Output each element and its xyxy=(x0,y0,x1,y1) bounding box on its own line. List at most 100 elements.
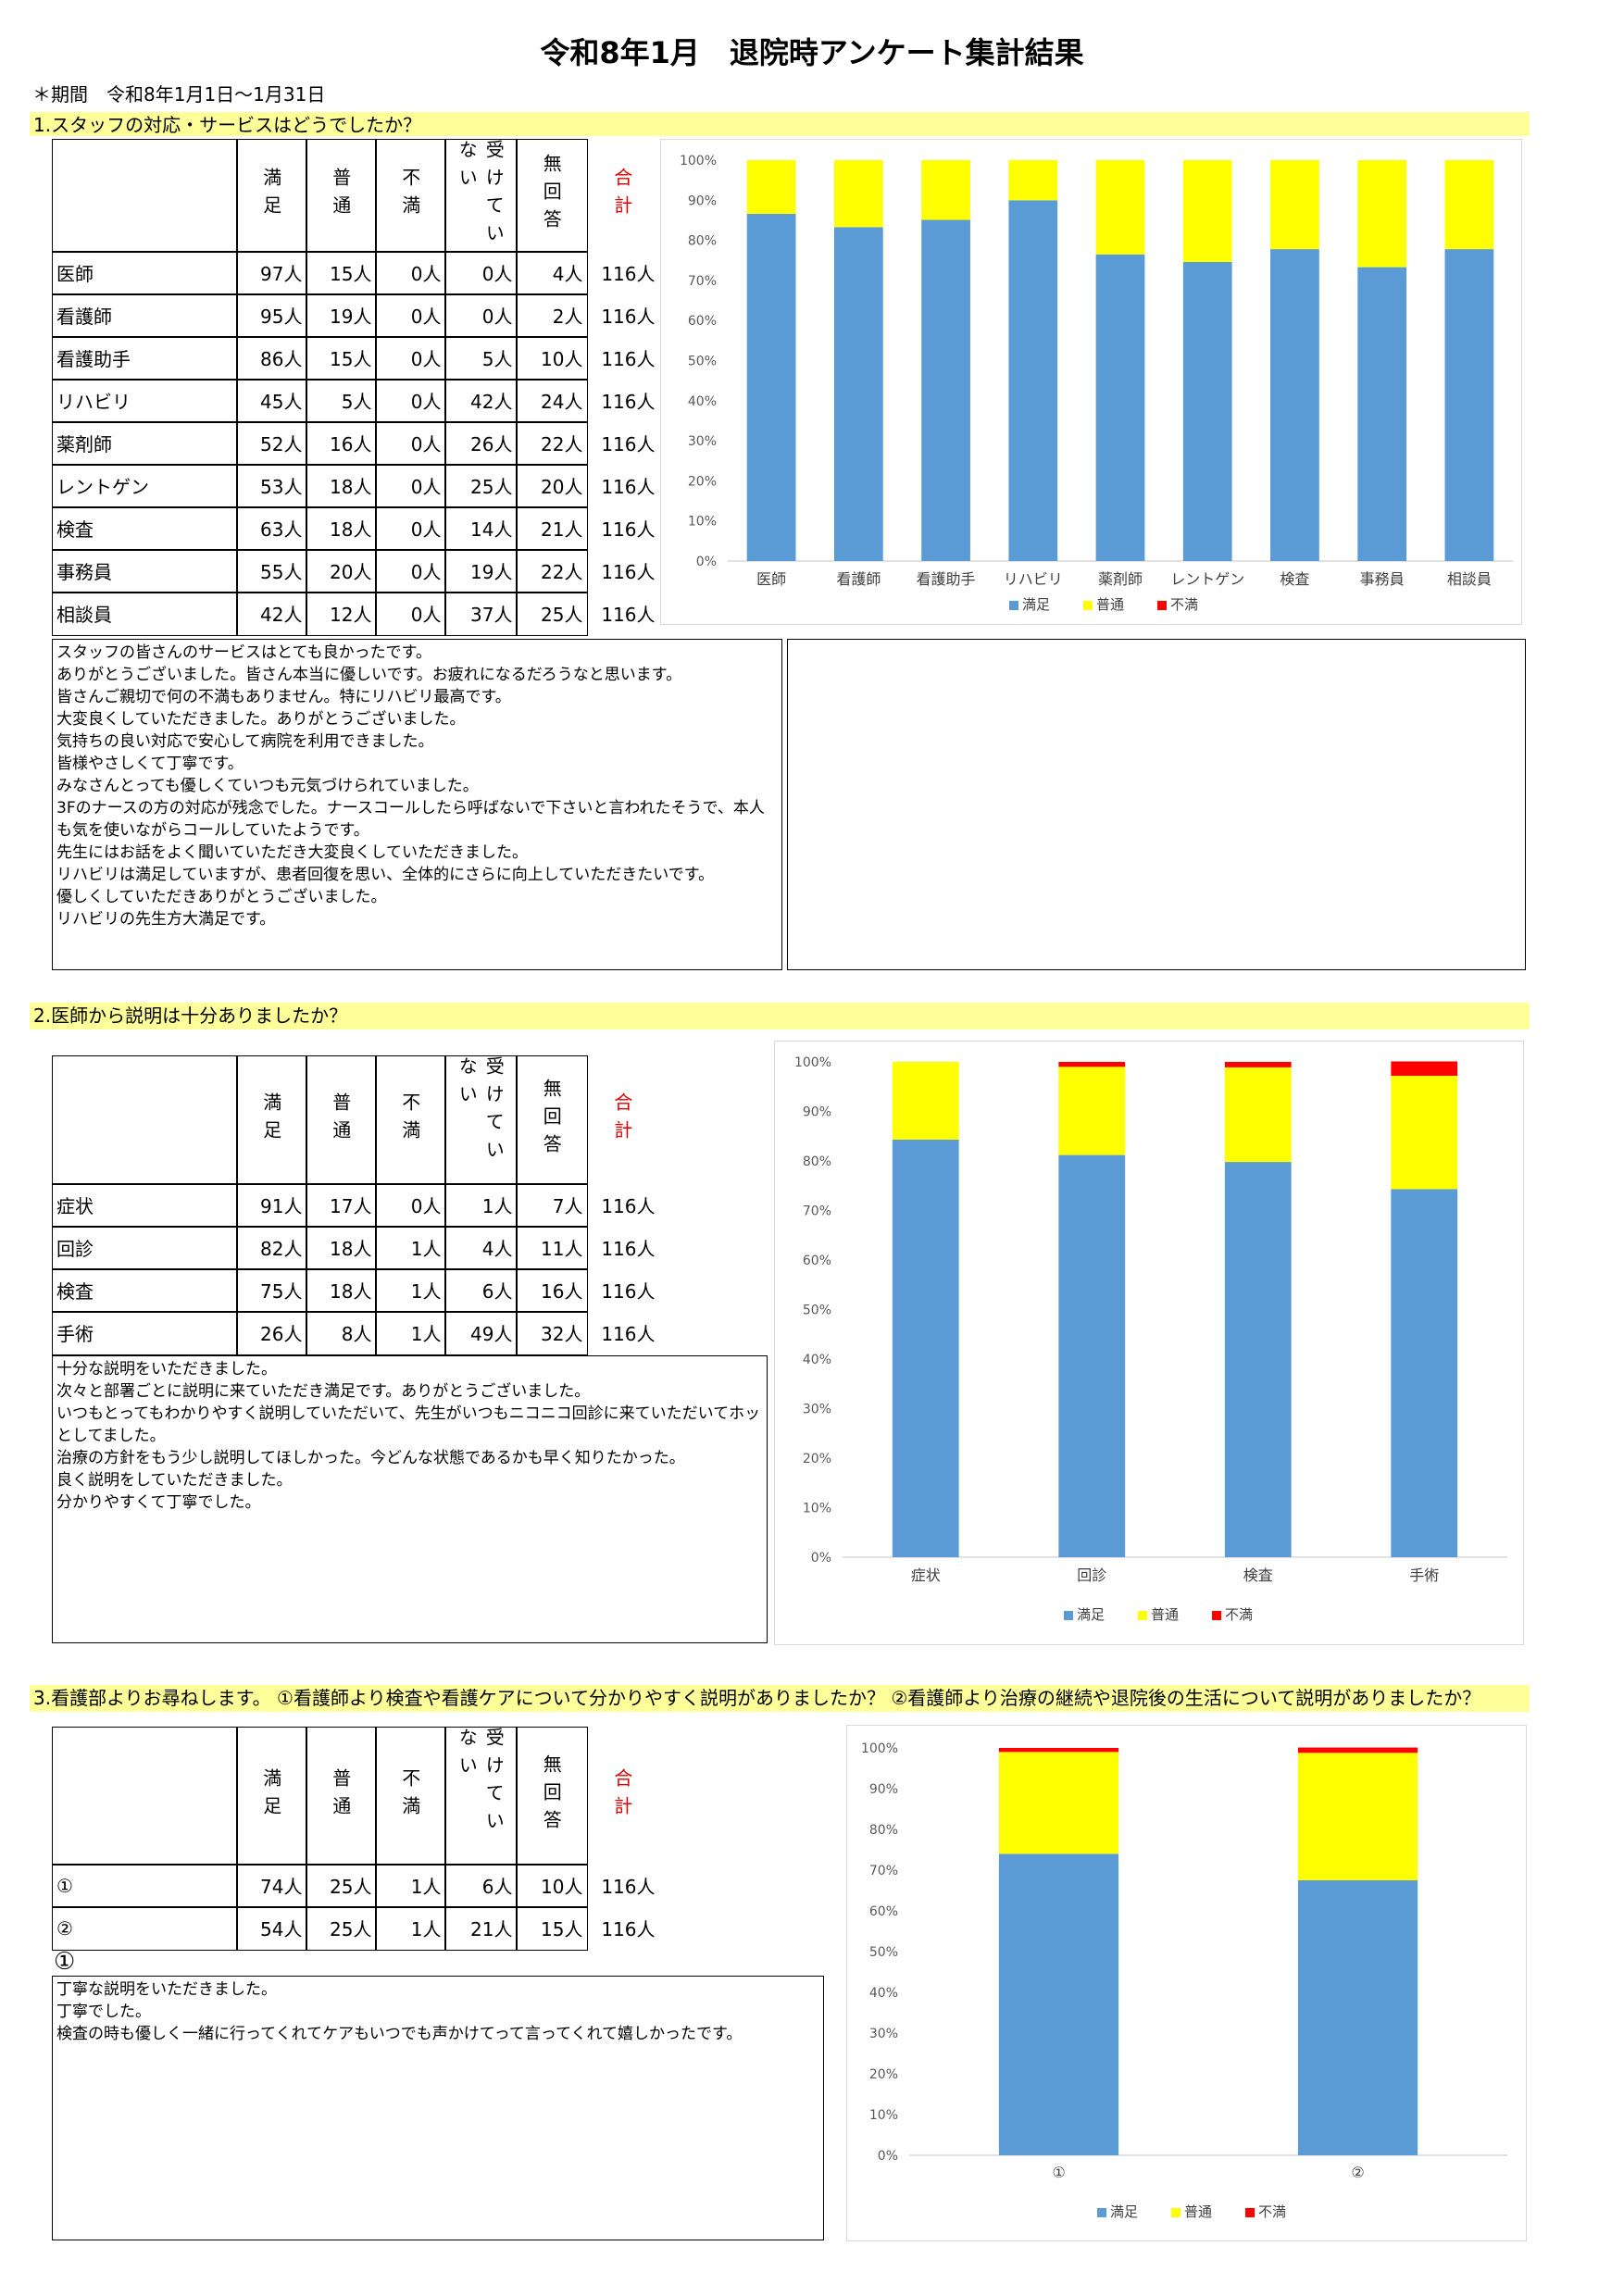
bar-segment xyxy=(833,227,883,561)
comment: 検査の時も優しく一緒に行ってくれてケアもいつでも声かけてって言ってくれて嬉しかっ… xyxy=(56,2025,743,2043)
table-cell: 16人 xyxy=(306,421,377,466)
legend-label: 満足 xyxy=(1077,1606,1105,1623)
x-tick-label: ② xyxy=(1351,2164,1364,2181)
table-cell: 116人 xyxy=(601,391,656,414)
comment: 治療の方針をもう少し説明してほしかった。今どんな状態であるかも早く知りたかった。 xyxy=(56,1449,685,1467)
table-corner xyxy=(52,1055,238,1185)
table-cell: 26人 xyxy=(236,1311,307,1355)
table-cell: 0人 xyxy=(375,293,446,338)
comment: スタッフの皆さんのサービスはとても良かったです。 xyxy=(56,643,431,662)
bar-segment xyxy=(921,160,970,220)
comment: リハビリの先生方大満足です。 xyxy=(56,910,276,929)
legend-label: 不満 xyxy=(1258,2203,1286,2220)
bar-segment xyxy=(1224,1162,1292,1557)
row-label: 相談員 xyxy=(52,592,238,636)
table-cell: 15人 xyxy=(306,336,377,381)
bar-segment xyxy=(1058,1067,1126,1155)
row-label: 事務員 xyxy=(52,549,238,593)
header-text: 受けていない xyxy=(456,140,506,251)
table-cell: 1人 xyxy=(444,1183,518,1228)
bar-segment xyxy=(1270,160,1319,250)
y-tick-label: 0% xyxy=(696,555,717,569)
bar-segment xyxy=(1444,160,1494,250)
header-text: 普通 xyxy=(329,168,352,224)
comment: 気持ちの良い対応で安心して病院を利用できました。 xyxy=(56,732,434,751)
x-tick-label: ① xyxy=(1052,2164,1065,2181)
table-corner xyxy=(52,1727,238,1866)
legend-swatch xyxy=(1138,1611,1147,1620)
comment-box: スタッフの皆さんのサービスはとても良かったです。 ありがとうございました。皆さん本… xyxy=(52,639,782,970)
header-text: 無回答 xyxy=(540,1078,563,1162)
table-cell: 2人 xyxy=(516,293,588,338)
table-cell: 116人 xyxy=(601,518,656,542)
table-cell: 25人 xyxy=(306,1864,377,1908)
x-tick-label: レントゲン xyxy=(1170,570,1244,588)
table-header: 無回答 xyxy=(516,1727,588,1866)
table-cell: 5人 xyxy=(444,336,518,381)
table-cell: 42人 xyxy=(236,592,307,636)
y-tick-label: 70% xyxy=(688,274,717,289)
table-cell: 10人 xyxy=(516,336,588,381)
table-cell: 11人 xyxy=(516,1226,588,1270)
table-cell: 1人 xyxy=(375,1268,446,1313)
x-tick-label: 医師 xyxy=(756,570,786,588)
table-cell: 116人 xyxy=(601,1876,656,1899)
comment: 分かりやすくて丁寧でした。 xyxy=(56,1493,261,1512)
comment: 丁寧な説明をいただきました。 xyxy=(56,1980,277,1999)
comment: 皆さんご親切で何の不満もありません。特にリハビリ最高です。 xyxy=(56,688,511,706)
y-tick-label: 100% xyxy=(794,1055,831,1070)
bar-segment xyxy=(833,160,883,228)
x-tick-label: 手術 xyxy=(1409,1566,1439,1584)
y-tick-label: 70% xyxy=(803,1204,831,1219)
header-text: 満足 xyxy=(259,1767,282,1824)
header-text: 合計 xyxy=(610,1767,633,1824)
table-cell: 0人 xyxy=(375,251,446,295)
table-cell: 49人 xyxy=(444,1311,518,1355)
bar-segment xyxy=(1008,200,1058,562)
y-tick-label: 90% xyxy=(803,1105,831,1120)
y-tick-label: 100% xyxy=(861,1741,898,1756)
table-cell: 32人 xyxy=(516,1311,588,1355)
header-text: 不満 xyxy=(398,168,421,224)
legend-label: 普通 xyxy=(1096,596,1124,613)
comment: いつもとってもわかりやすく説明していただいて、先生がいつもニコニコ回診に来ていた… xyxy=(56,1404,761,1445)
header-text: 受けていない xyxy=(456,1056,506,1167)
chart-box: 0% 10% 20% 30% 40% 50% 60% 70% 80% 90% 100% 医師 看護師 看護… xyxy=(660,139,1522,625)
table-cell: 10人 xyxy=(516,1864,588,1908)
header-text: 満足 xyxy=(259,168,282,224)
table-cell: 22人 xyxy=(516,421,588,466)
legend-swatch xyxy=(1157,601,1167,610)
table-header: 普通 xyxy=(306,139,377,253)
table-cell: 75人 xyxy=(236,1268,307,1313)
header-text: 普通 xyxy=(329,1767,352,1824)
table-cell: 17人 xyxy=(306,1183,377,1228)
chart: 0% 10% 20% 30% 40% 50% 60% 70% 80% 90% 100% 医師 看護師 看護… xyxy=(680,154,1513,613)
table-cell: 0人 xyxy=(375,379,446,423)
row-label: 検査 xyxy=(52,506,238,551)
table-cell: 1人 xyxy=(375,1906,446,1951)
bar-segment xyxy=(1224,1067,1292,1163)
table-cell: 1人 xyxy=(375,1311,446,1355)
legend-swatch xyxy=(1245,2208,1255,2217)
row-label: ② xyxy=(52,1906,238,1951)
table-cell: 15人 xyxy=(306,251,377,295)
table-cell: 18人 xyxy=(306,464,377,508)
table-cell: 55人 xyxy=(236,549,307,593)
comment: 丁寧でした。 xyxy=(56,2003,151,2021)
y-tick-label: 50% xyxy=(803,1304,831,1318)
table-cell: 26人 xyxy=(444,421,518,466)
chart-box: 0% 10% 20% 30% 40% 50% 60% 70% 80% 90% 100% 症状 回診 検査 手… xyxy=(774,1041,1524,1645)
table-header: 普通 xyxy=(306,1727,377,1866)
y-tick-label: 10% xyxy=(803,1502,831,1516)
table-cell: 18人 xyxy=(306,1268,377,1313)
x-tick-label: 看護助手 xyxy=(917,570,976,588)
bar-segment xyxy=(1058,1154,1126,1557)
table-header: 不満 xyxy=(375,1055,446,1185)
table-cell: 0人 xyxy=(375,336,446,381)
row-label: 医師 xyxy=(52,251,238,295)
bar-segment xyxy=(998,1752,1119,1854)
table-cell: 25人 xyxy=(444,464,518,508)
y-tick-label: 40% xyxy=(688,394,717,409)
table-header: 不満 xyxy=(375,139,446,253)
table-cell: 116人 xyxy=(601,476,656,499)
